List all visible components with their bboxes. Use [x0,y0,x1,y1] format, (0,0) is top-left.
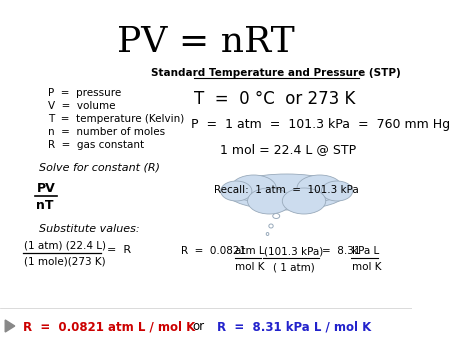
Text: R  =  0.0821: R = 0.0821 [181,246,249,256]
Text: =  R: = R [107,245,131,255]
Text: ( 1 atm): ( 1 atm) [273,262,314,272]
Text: PV = nRT: PV = nRT [117,25,295,59]
Text: Substitute values:: Substitute values: [39,224,140,234]
Ellipse shape [247,188,291,214]
Text: nT: nT [36,199,54,212]
Text: R  =  gas constant: R = gas constant [48,140,144,150]
Text: (101.3 kPa): (101.3 kPa) [264,246,323,256]
Polygon shape [5,320,15,332]
Text: atm L: atm L [236,246,265,256]
Ellipse shape [220,181,252,201]
Ellipse shape [226,174,347,210]
Text: Solve for constant (R): Solve for constant (R) [39,163,160,173]
Text: mol K: mol K [352,262,381,272]
Ellipse shape [297,175,342,201]
Text: or: or [193,320,205,333]
Text: R  =  0.0821 atm L / mol K: R = 0.0821 atm L / mol K [23,320,195,333]
Text: T  =  0 °C  or 273 K: T = 0 °C or 273 K [194,90,355,108]
Text: P  =  1 atm  =  101.3 kPa  =  760 mm Hg: P = 1 atm = 101.3 kPa = 760 mm Hg [191,118,450,131]
Ellipse shape [321,181,353,201]
Text: =  8.31: = 8.31 [322,246,364,256]
Text: T  =  temperature (Kelvin): T = temperature (Kelvin) [48,114,184,124]
Ellipse shape [231,175,276,201]
Text: n  =  number of moles: n = number of moles [48,127,165,137]
Text: (1 mole)(273 K): (1 mole)(273 K) [24,257,106,267]
Text: mol K: mol K [236,262,265,272]
Ellipse shape [283,188,326,214]
Text: kPa L: kPa L [352,246,379,256]
Text: P  =  pressure: P = pressure [48,88,121,98]
Text: Recall:  1 atm  =  101.3 kPa: Recall: 1 atm = 101.3 kPa [214,185,359,195]
Text: V  =  volume: V = volume [48,101,115,111]
Text: Standard Temperature and Pressure (STP): Standard Temperature and Pressure (STP) [151,68,401,78]
Text: (1 atm) (22.4 L): (1 atm) (22.4 L) [24,241,106,251]
Text: PV: PV [36,182,55,195]
Text: 1 mol = 22.4 L @ STP: 1 mol = 22.4 L @ STP [220,143,356,156]
Text: R  =  8.31 kPa L / mol K: R = 8.31 kPa L / mol K [217,320,372,333]
